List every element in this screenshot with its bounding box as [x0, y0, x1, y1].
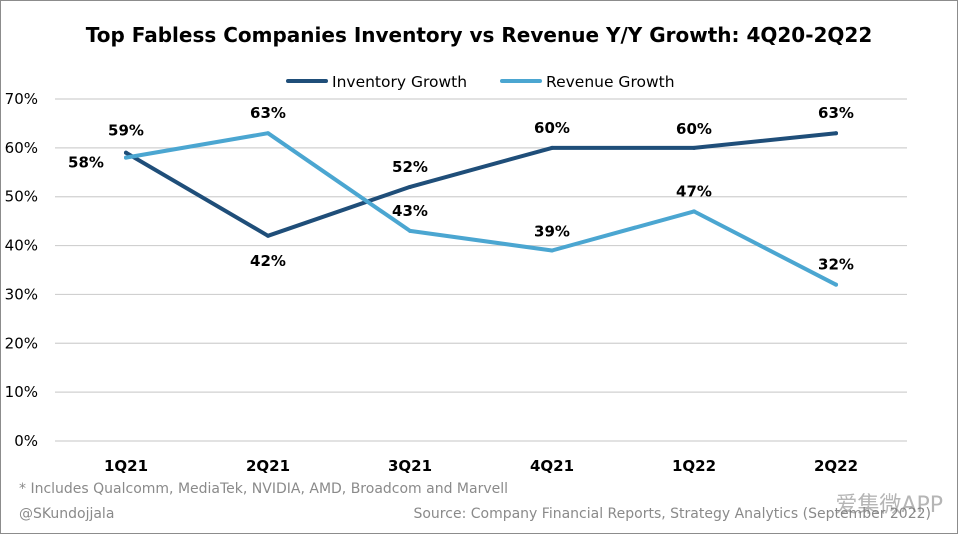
data-point — [692, 145, 696, 150]
data-label: 60% — [676, 120, 712, 138]
legend-label: Revenue Growth — [546, 73, 675, 91]
data-point — [408, 184, 412, 189]
y-tick-label: 60% — [5, 139, 38, 157]
data-label: 43% — [392, 202, 428, 220]
data-label: 42% — [250, 252, 286, 270]
data-label: 32% — [818, 256, 854, 274]
gridlines — [55, 98, 907, 442]
y-tick-label: 50% — [5, 188, 38, 206]
series-lines — [124, 131, 838, 287]
data-label: 52% — [392, 158, 428, 176]
data-label: 47% — [676, 182, 712, 200]
data-label: 59% — [108, 122, 144, 140]
revenue-growth-line — [124, 131, 838, 287]
data-point — [266, 131, 270, 136]
x-tick-label: 1Q22 — [672, 457, 716, 475]
x-tick-label: 3Q21 — [388, 457, 432, 475]
y-tick-label: 30% — [5, 285, 38, 303]
y-tick-label: 20% — [5, 334, 38, 352]
data-point — [834, 282, 838, 287]
data-point — [550, 145, 554, 150]
chart-title: Top Fabless Companies Inventory vs Reven… — [86, 23, 873, 47]
data-label: 63% — [818, 104, 854, 122]
watermark: 爱集微APP — [835, 493, 943, 518]
y-axis-ticks: 0% 10% 20% 30% 40% 50% 60% 70% — [5, 90, 38, 450]
y-tick-label: 40% — [5, 237, 38, 255]
data-point — [692, 209, 696, 214]
data-point — [266, 233, 270, 238]
data-point — [408, 228, 412, 233]
inventory-growth-line — [124, 131, 838, 238]
x-tick-label: 4Q21 — [530, 457, 574, 475]
source-note: Source: Company Financial Reports, Strat… — [413, 506, 931, 522]
data-point — [834, 131, 838, 136]
x-tick-label: 1Q21 — [104, 457, 148, 475]
legend-label: Inventory Growth — [332, 73, 467, 91]
data-point — [550, 248, 554, 253]
x-tick-label: 2Q21 — [246, 457, 290, 475]
y-tick-label: 10% — [5, 383, 38, 401]
y-tick-label: 70% — [5, 90, 38, 108]
data-label: 58% — [68, 154, 104, 172]
data-label: 60% — [534, 119, 570, 137]
footnote: * Includes Qualcomm, MediaTek, NVIDIA, A… — [19, 481, 509, 497]
x-axis-ticks: 1Q21 2Q21 3Q21 4Q21 1Q22 2Q22 — [104, 457, 858, 475]
data-point — [124, 155, 128, 160]
data-label: 39% — [534, 222, 570, 240]
author-handle: @SKundojjala — [19, 506, 115, 522]
x-tick-label: 2Q22 — [814, 457, 858, 475]
data-labels: 59% 42% 52% 60% 60% 63% 58% 63% 43% 39% 47% 32% — [68, 104, 854, 273]
y-tick-label: 0% — [14, 432, 38, 450]
data-point — [124, 150, 128, 155]
data-label: 63% — [250, 104, 286, 122]
legend: Inventory Growth Revenue Growth — [286, 73, 675, 91]
